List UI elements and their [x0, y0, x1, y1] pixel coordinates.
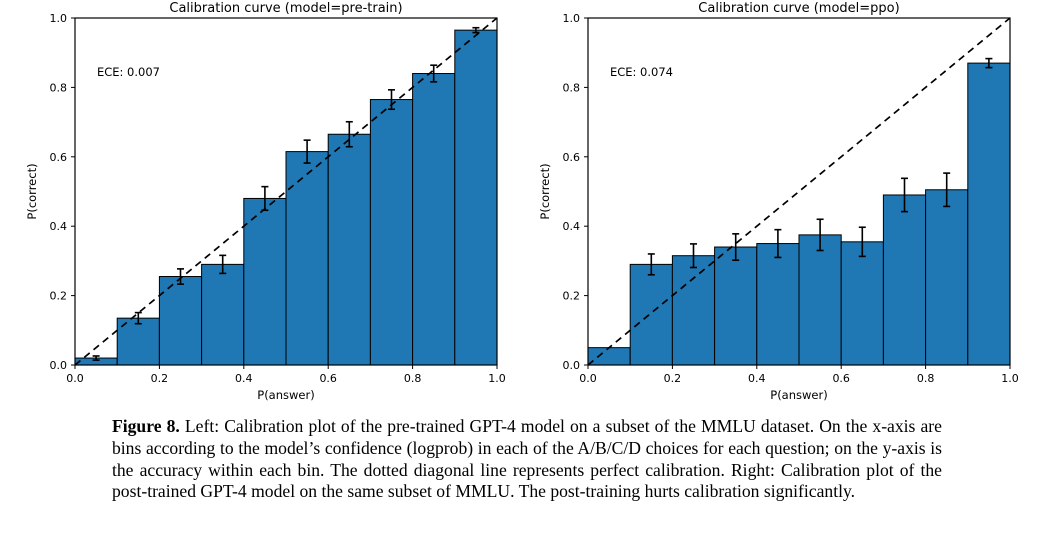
y-tick-label: 0.2 — [50, 290, 68, 303]
x-tick-label: 1.0 — [488, 372, 506, 385]
y-axis-label: P(correct) — [538, 163, 552, 219]
y-tick-label: 0.6 — [50, 151, 68, 164]
y-tick-label: 1.0 — [563, 12, 581, 25]
x-tick-label: 0.8 — [404, 372, 422, 385]
histogram-bar — [967, 62, 1011, 366]
histogram-bar — [327, 133, 371, 366]
histogram-bar — [840, 241, 884, 366]
histogram-bar — [714, 246, 758, 366]
calibration-chart-pretrain: 0.0 0.2 0.4 0.6 0.8 1.0 0.0 0.2 0.4 0.6 0.8 1.0 Cali… — [25, 1, 506, 402]
histogram-bar — [369, 99, 414, 366]
histogram-bar — [882, 194, 927, 366]
chart-title: Calibration curve (model=pre-train) — [169, 1, 402, 16]
histogram-bar — [587, 347, 631, 366]
y-tick-label: 0.8 — [50, 81, 68, 94]
y-tick-label: 0.0 — [563, 359, 581, 372]
x-axis-label: P(answer) — [770, 388, 827, 402]
x-tick-label: 1.0 — [1001, 372, 1019, 385]
ece-annotation: ECE: 0.007 — [97, 65, 160, 79]
plot-frame — [74, 17, 498, 366]
chart-title: Calibration curve (model=ppo) — [698, 1, 899, 16]
figure-caption-label: Figure 8. — [112, 416, 180, 436]
x-tick-label: 0.4 — [748, 372, 766, 385]
histogram-bar — [925, 189, 969, 366]
y-tick-label: 0.2 — [563, 290, 581, 303]
histogram-bar — [671, 255, 716, 366]
figure-caption: Figure 8. Left: Calibration plot of the … — [112, 416, 942, 503]
y-tick-label: 0.6 — [563, 151, 581, 164]
histogram-bar — [201, 263, 245, 366]
y-tick-label: 0.8 — [563, 81, 581, 94]
x-axis-label: P(answer) — [257, 388, 314, 402]
x-tick-label: 0.4 — [235, 372, 253, 385]
histogram-bar — [158, 276, 203, 366]
histogram-bar — [412, 73, 456, 366]
y-tick-label: 0.4 — [563, 220, 581, 233]
histogram-bar — [798, 234, 842, 366]
x-tick-label: 0.6 — [832, 372, 850, 385]
plot-frame — [587, 17, 1011, 366]
calibration-chart-ppo: 0.0 0.2 0.4 0.6 0.8 1.0 0.0 0.2 0.4 0.6 0.8 1.0 Cali… — [538, 1, 1019, 402]
histogram-bar — [243, 197, 287, 366]
x-tick-label: 0.2 — [151, 372, 169, 385]
figure-caption-text: Left: Calibration plot of the pre-traine… — [112, 416, 942, 502]
y-tick-label: 1.0 — [50, 12, 68, 25]
histogram-bar — [629, 263, 673, 366]
y-axis-label: P(correct) — [25, 163, 39, 219]
x-tick-label: 0.8 — [917, 372, 935, 385]
ece-annotation: ECE: 0.074 — [610, 65, 673, 79]
histogram-bar — [285, 151, 329, 366]
x-tick-label: 0.0 — [579, 372, 597, 385]
histogram-bar — [454, 29, 498, 366]
y-tick-label: 0.4 — [50, 220, 68, 233]
x-tick-label: 0.0 — [66, 372, 84, 385]
histogram-bar — [756, 243, 800, 366]
y-tick-label: 0.0 — [50, 359, 68, 372]
x-tick-label: 0.6 — [319, 372, 337, 385]
x-tick-label: 0.2 — [664, 372, 682, 385]
